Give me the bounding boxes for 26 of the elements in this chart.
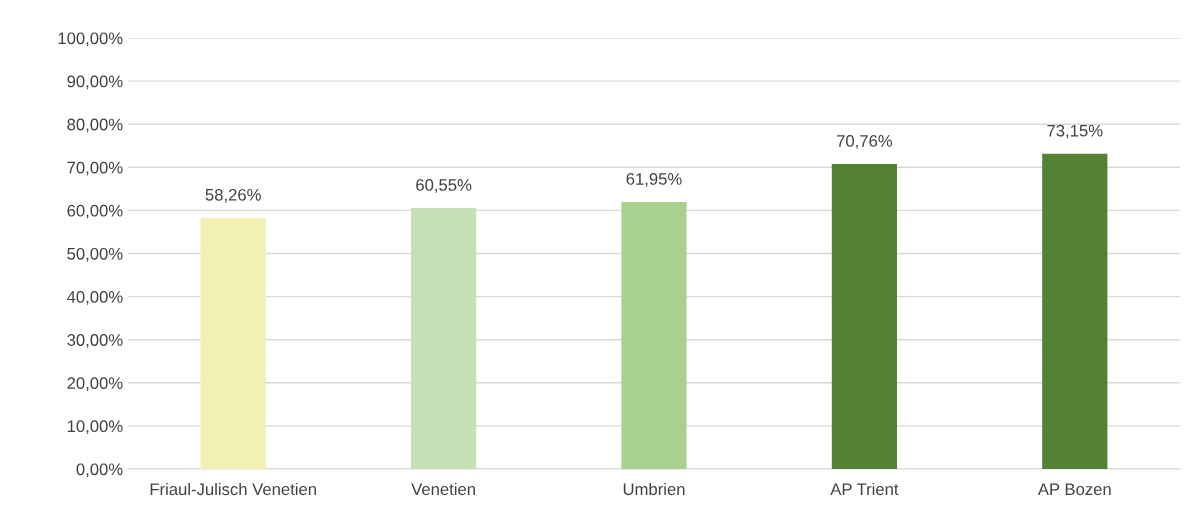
x-tick-label: AP Bozen	[1037, 483, 1111, 496]
y-tick-label: 0,00%	[76, 463, 123, 478]
y-tick-label: 100,00%	[58, 32, 123, 47]
y-tick-label: 50,00%	[67, 247, 123, 262]
bar	[1042, 153, 1108, 469]
y-tick-label: 20,00%	[67, 377, 123, 391]
y-tick-label: 90,00%	[67, 75, 123, 90]
x-tick-label: Venetien	[411, 482, 475, 496]
data-label: 61,95%	[626, 173, 682, 187]
data-label: 58,26%	[205, 188, 261, 203]
data-label: 70,76%	[836, 135, 893, 149]
x-tick-label: AP Trient	[830, 482, 899, 496]
x-tick-label: Friaul-Julisch Venetien	[150, 482, 316, 496]
y-tick-label: 70,00%	[67, 161, 123, 176]
y-tick-label: 10,00%	[67, 420, 123, 435]
data-label: 60,55%	[416, 179, 472, 193]
y-tick-label: 40,00%	[67, 291, 123, 305]
y-tick-label: 80,00%	[67, 118, 123, 133]
x-tick-label: Umbrien	[623, 482, 685, 496]
y-tick-label: 30,00%	[67, 334, 123, 348]
y-tick-label: 60,00%	[67, 204, 123, 219]
data-label: 73,15%	[1047, 124, 1103, 139]
bar	[200, 217, 266, 469]
bar	[831, 164, 898, 469]
bar	[621, 202, 687, 469]
bar	[410, 208, 477, 469]
